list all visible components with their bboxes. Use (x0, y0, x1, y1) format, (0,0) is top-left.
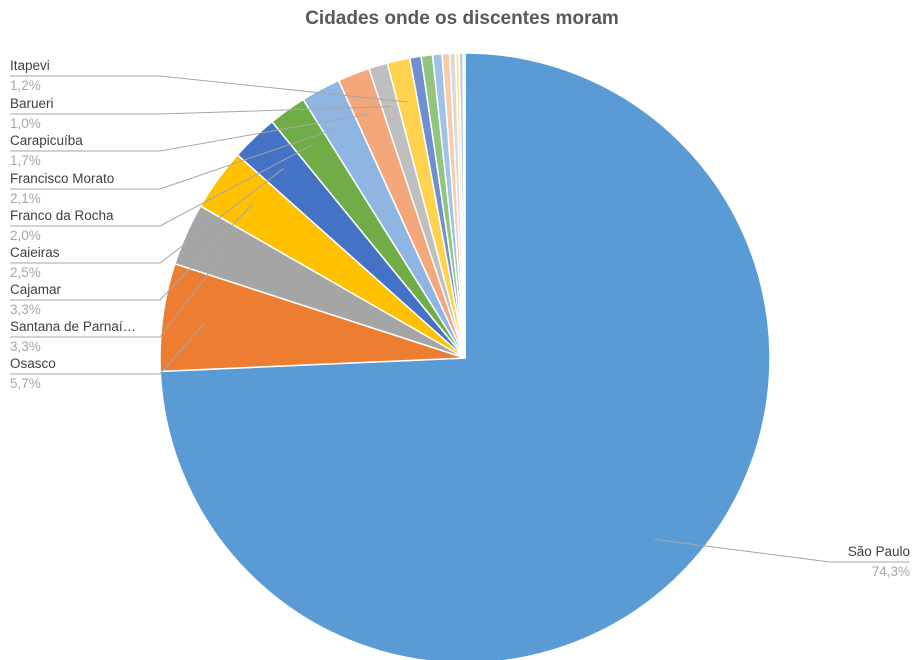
leader-line-7 (10, 113, 370, 152)
leader-line-8 (10, 106, 391, 115)
slice-label-0: São Paulo (848, 544, 910, 559)
pie-slice-17 (462, 52, 466, 359)
slice-label-7: Carapicuíba (10, 133, 83, 148)
leader-line-9 (10, 75, 408, 103)
slice-value-3: 3,3% (10, 302, 41, 317)
slice-label-3: Cajamar (10, 282, 62, 297)
slice-value-8: 1,0% (10, 116, 41, 131)
slice-label-1: Osasco (10, 356, 56, 371)
slice-labels: São Paulo 74,3% Osasco 5,7% Santana de Parna… (10, 58, 910, 579)
slice-value-6: 2,1% (10, 191, 41, 206)
chart-title: Cidades onde os discentes moram (305, 8, 619, 29)
slice-value-1: 5,7% (10, 376, 41, 391)
slice-value-9: 1,2% (10, 78, 41, 93)
slice-value-5: 2,0% (10, 228, 41, 243)
slice-value-2: 3,3% (10, 339, 41, 354)
slice-value-0: 74,3% (872, 564, 910, 579)
slice-value-7: 1,7% (10, 153, 41, 168)
slice-value-4: 2,5% (10, 265, 41, 280)
slice-label-4: Caieiras (10, 245, 60, 260)
leader-line-1 (10, 322, 206, 375)
leader-line-5 (10, 144, 313, 227)
leader-line-2 (10, 251, 226, 338)
slice-label-2: Santana de Parnaí… (10, 319, 136, 334)
slice-label-9: Itapevi (10, 58, 50, 73)
slice-label-8: Barueri (10, 96, 54, 111)
leader-line-6 (10, 126, 341, 190)
slice-label-6: Francisco Morato (10, 171, 114, 186)
leader-line-4 (10, 168, 284, 264)
leader-line-0 (654, 538, 910, 563)
leader-line-3 (10, 204, 253, 301)
slice-label-5: Franco da Rocha (10, 208, 114, 223)
pie-slices (159, 52, 771, 660)
leader-lines (10, 75, 910, 563)
